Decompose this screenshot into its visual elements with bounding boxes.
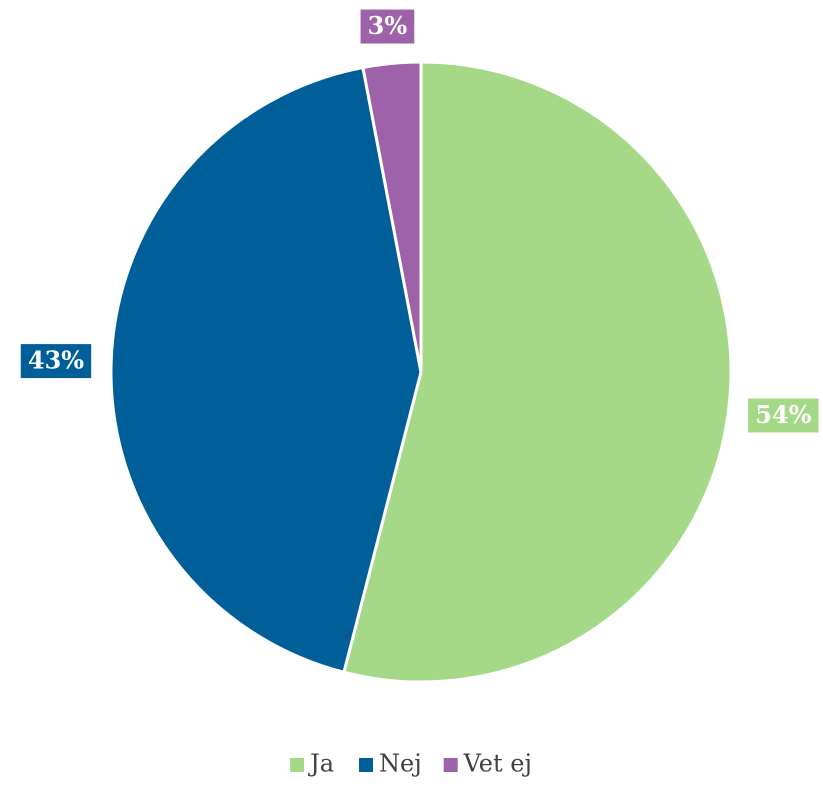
legend-label: Ja (307, 750, 334, 778)
pie-slice (109, 65, 423, 675)
value-label-box (748, 398, 819, 433)
value-label: 43% (20, 344, 92, 379)
legend-label: Vet ej (463, 750, 532, 778)
legend: Ja Nej Vet ej (290, 750, 532, 778)
value-label-text: 43% (28, 346, 84, 375)
legend-swatch (443, 758, 458, 772)
pie-slice (361, 60, 423, 373)
legend-label: Nej (379, 750, 422, 778)
value-label-box (360, 9, 415, 44)
value-label: 54% (748, 398, 819, 433)
legend-swatch (359, 758, 374, 772)
legend-swatch (290, 758, 305, 772)
value-label-box (20, 344, 92, 379)
value-label-text: 3% (368, 11, 408, 40)
value-label-text: 54% (755, 400, 811, 429)
value-label: 3% (360, 9, 415, 44)
pie-slice (342, 60, 733, 684)
